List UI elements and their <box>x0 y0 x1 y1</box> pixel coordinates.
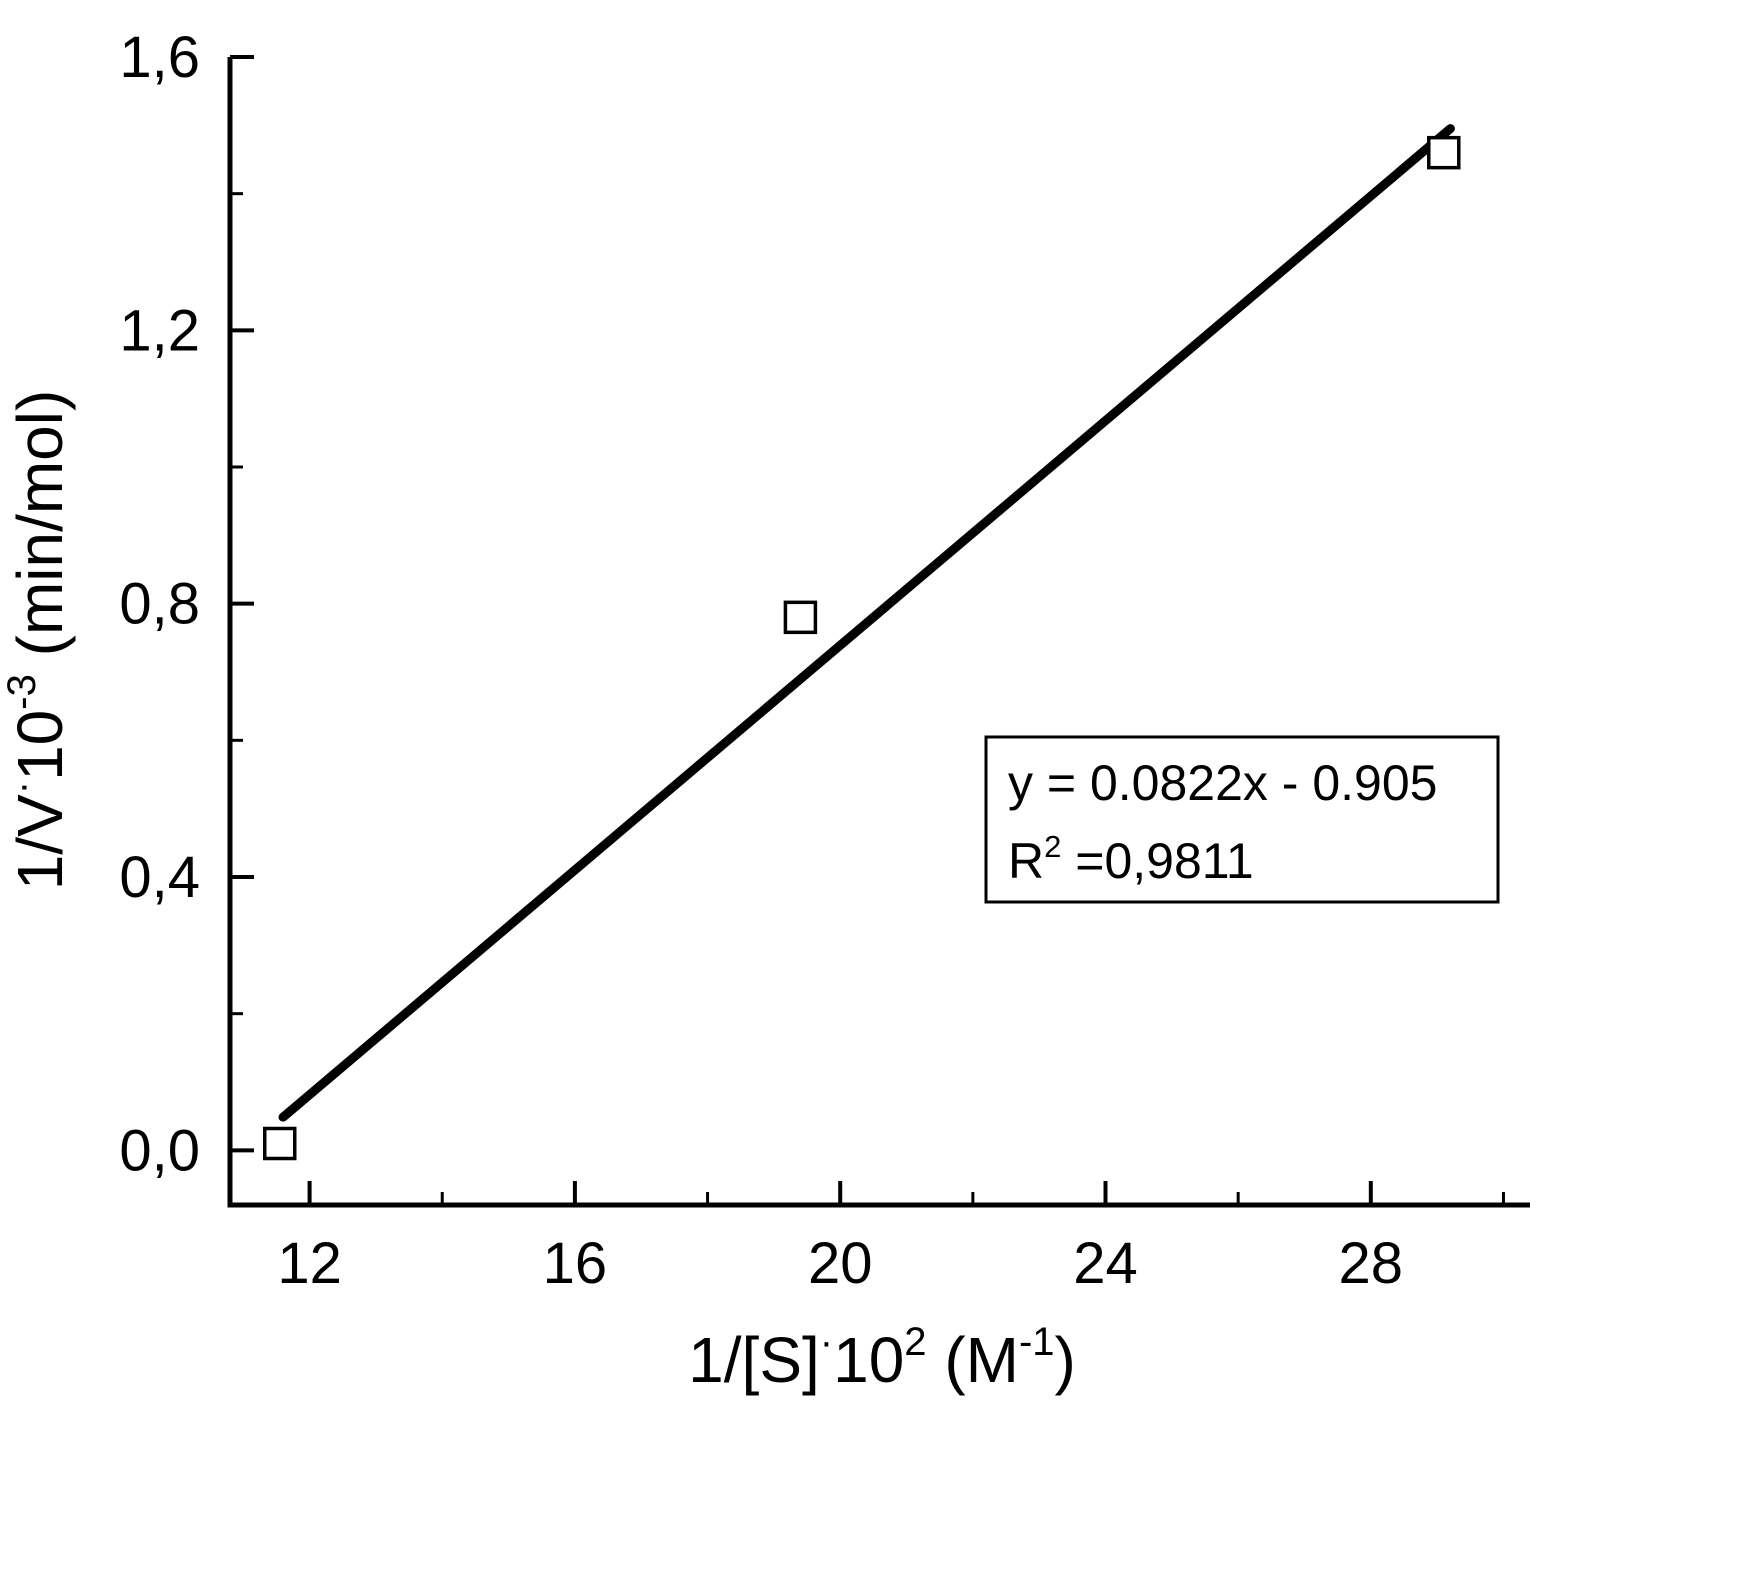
y-tick-label: 0,0 <box>119 1118 200 1183</box>
y-tick-label: 0,4 <box>119 845 200 910</box>
x-tick-label: 24 <box>1073 1231 1138 1296</box>
x-tick-label: 20 <box>808 1231 873 1296</box>
data-point-marker <box>1427 135 1461 170</box>
equation-text: y = 0.0822x - 0.905 <box>1008 755 1437 811</box>
data-point-marker <box>262 1126 297 1161</box>
x-tick-label: 16 <box>543 1231 608 1296</box>
y-axis-label: 1/V·10-3 (min/mol) <box>0 390 76 891</box>
x-tick-label: 12 <box>277 1231 342 1296</box>
y-tick-label: 0,8 <box>119 572 200 637</box>
fit-line <box>278 124 1455 1122</box>
equation-box <box>984 735 1500 904</box>
data-point-marker <box>783 600 818 635</box>
r-squared-text: R2 =0,9811 <box>1008 829 1254 889</box>
y-tick-label: 1,6 <box>119 25 200 90</box>
x-tick-label: 28 <box>1339 1231 1404 1296</box>
x-axis-label: 1/[S]·102 (M-1) <box>688 1320 1076 1396</box>
y-tick-label: 1,2 <box>119 298 200 363</box>
